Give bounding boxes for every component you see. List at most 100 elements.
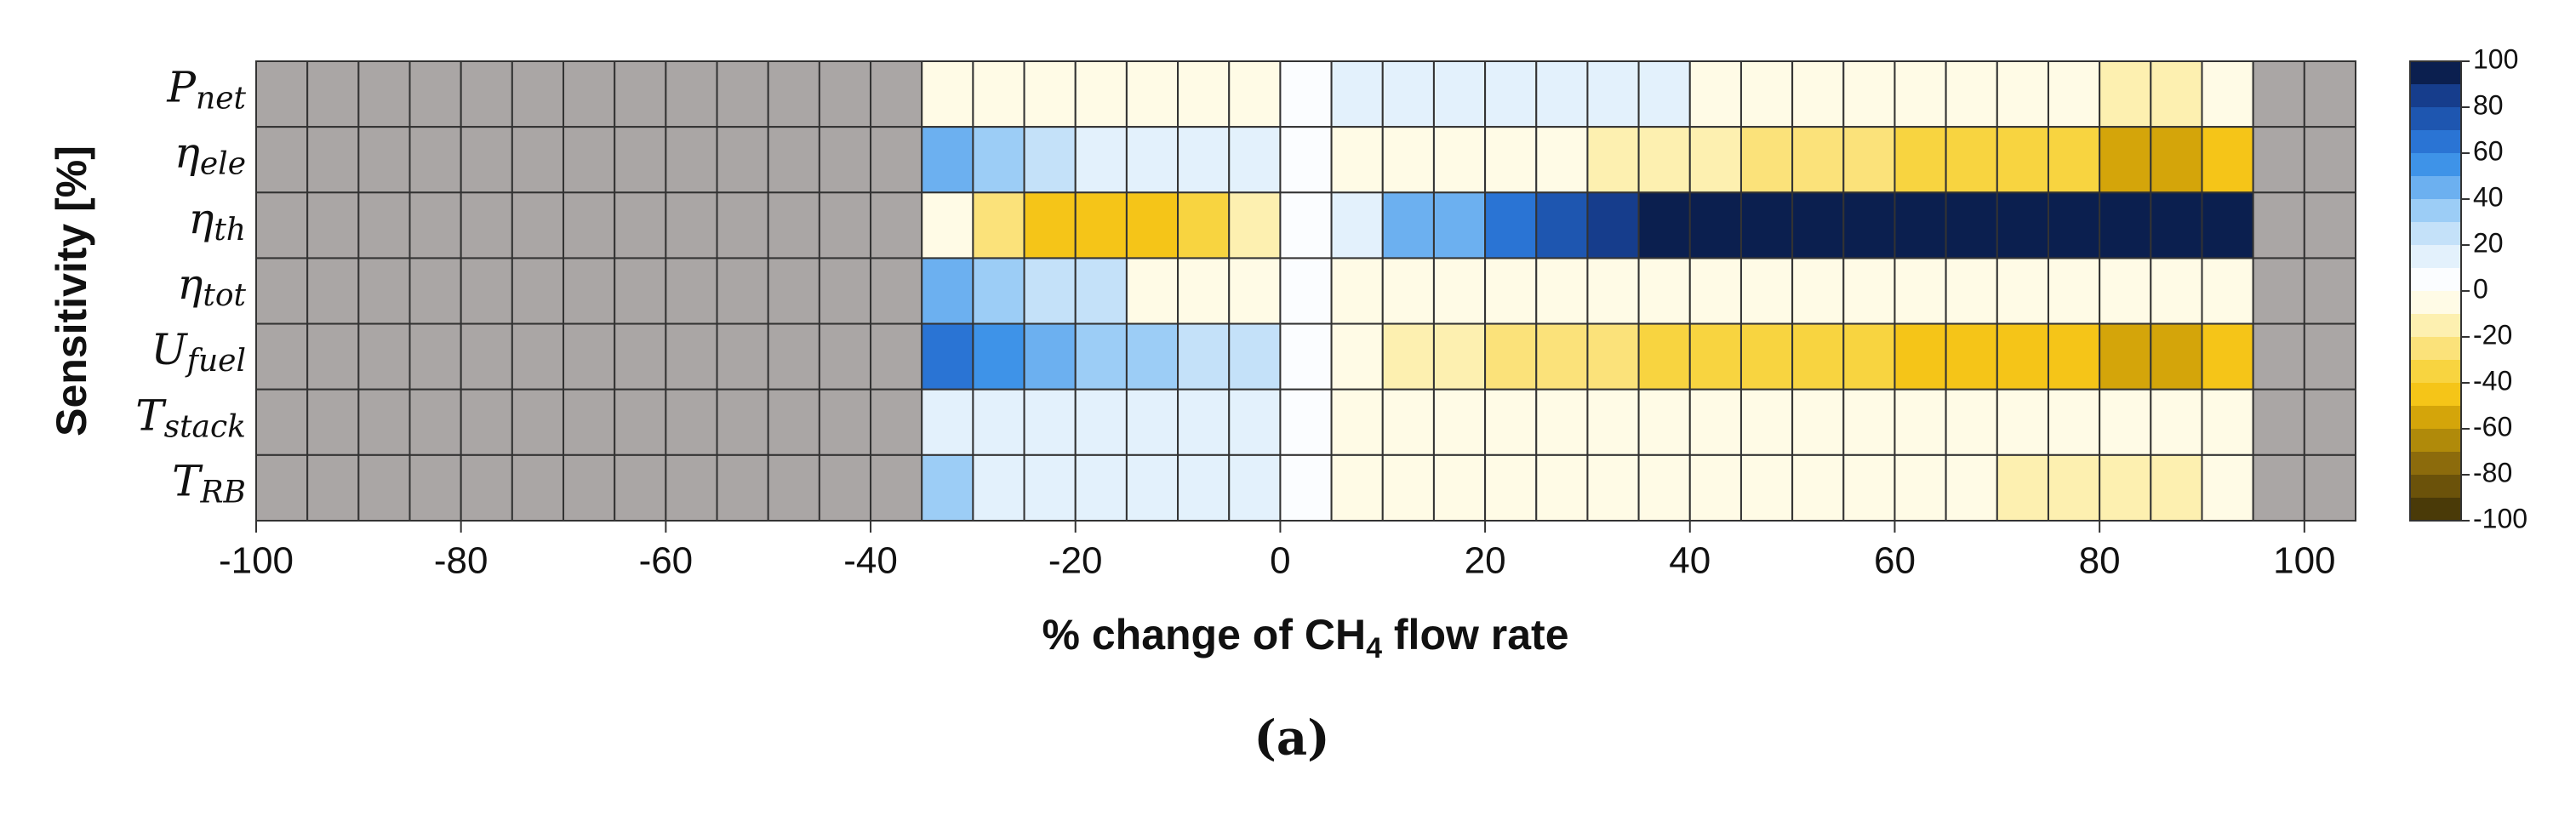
missing-cell	[255, 257, 309, 325]
colorbar-tick-label: 40	[2473, 181, 2504, 212]
row-label: ηele	[174, 128, 246, 182]
missing-cell	[357, 191, 411, 259]
colorbar-tick-label: -60	[2473, 411, 2512, 442]
colorbar-tick-label: -80	[2473, 457, 2512, 487]
missing-cell	[767, 191, 820, 259]
heat-cell	[1893, 60, 1947, 128]
missing-cell	[2303, 322, 2357, 391]
missing-cell	[665, 257, 718, 325]
heat-cell	[1996, 257, 2049, 325]
missing-cell	[255, 453, 309, 522]
heat-cell	[1381, 191, 1435, 259]
colorbar-swatch	[2410, 199, 2461, 222]
x-tick-label: -80	[434, 540, 488, 582]
heat-cell	[1688, 126, 1742, 194]
heat-cell	[1842, 453, 1896, 522]
heat-cell	[1739, 322, 1794, 391]
heat-cell	[1279, 191, 1333, 259]
missing-cell	[614, 322, 667, 391]
heat-cell	[1330, 388, 1384, 456]
heat-cell	[1893, 388, 1947, 456]
heat-cell	[1484, 322, 1538, 391]
heat-cell	[1535, 191, 1589, 259]
x-tick-label: 40	[1669, 540, 1711, 582]
missing-cell	[357, 453, 411, 522]
colorbar-swatch	[2410, 268, 2461, 291]
heat-cell	[1330, 257, 1384, 325]
heat-cell	[1945, 453, 1998, 522]
heat-cell	[1739, 388, 1794, 456]
missing-cell	[870, 60, 923, 128]
missing-cell	[818, 453, 872, 522]
missing-cell	[870, 126, 923, 194]
missing-cell	[511, 126, 565, 194]
missing-cell	[357, 322, 411, 391]
heat-cell	[1381, 60, 1435, 128]
heat-cell	[1688, 388, 1742, 456]
heat-cell	[1637, 322, 1691, 391]
row-label: TRB	[172, 456, 246, 510]
missing-cell	[614, 191, 667, 259]
heat-cell	[1125, 322, 1179, 391]
heat-cell	[1228, 126, 1282, 194]
heat-cell	[1023, 257, 1077, 325]
missing-cell	[767, 60, 820, 128]
heat-cell	[1535, 388, 1589, 456]
heat-cell	[1996, 60, 2049, 128]
missing-cell	[511, 322, 565, 391]
heat-cell	[1177, 322, 1231, 391]
heat-cell	[1996, 453, 2049, 522]
missing-cell	[255, 388, 309, 456]
missing-cell	[2303, 126, 2357, 194]
heat-cell	[1023, 322, 1077, 391]
missing-cell	[2252, 388, 2305, 456]
missing-cell	[614, 126, 667, 194]
heat-cell	[1074, 191, 1128, 259]
row-symbol: P	[166, 63, 197, 112]
heat-cell	[1893, 257, 1947, 325]
colorbar-swatch	[2410, 61, 2461, 84]
x-tick-label: -60	[639, 540, 694, 582]
colorbar-swatch	[2410, 291, 2461, 314]
heat-cell	[2099, 453, 2152, 522]
missing-cell	[2303, 257, 2357, 325]
x-axis-title-subscript: 4	[1366, 632, 1382, 664]
heat-cell	[1688, 257, 1742, 325]
missing-cell	[818, 191, 872, 259]
missing-cell	[665, 322, 718, 391]
heat-cell	[1023, 453, 1077, 522]
heat-cell	[1484, 388, 1538, 456]
missing-cell	[306, 388, 360, 456]
row-label: Pnet	[166, 63, 246, 117]
heat-cell	[1996, 322, 2049, 391]
missing-cell	[255, 322, 309, 391]
colorbar-swatch	[2410, 337, 2461, 360]
missing-cell	[767, 388, 820, 456]
missing-cell	[716, 60, 769, 128]
heat-cell	[1279, 453, 1333, 522]
heat-cell	[1893, 126, 1947, 194]
missing-cell	[357, 257, 411, 325]
heat-cell	[1330, 453, 1384, 522]
heat-cell	[1125, 257, 1179, 325]
heat-cell	[2099, 191, 2152, 259]
heat-cell	[1586, 322, 1640, 391]
row-subscript: ele	[200, 147, 246, 182]
colorbar-swatch	[2410, 360, 2461, 383]
row-label: ηth	[188, 194, 246, 248]
missing-cell	[614, 257, 667, 325]
heat-cell	[1637, 191, 1691, 259]
heat-cell	[2150, 453, 2203, 522]
heat-cell	[1739, 191, 1794, 259]
missing-cell	[2252, 453, 2305, 522]
heat-cell	[1945, 322, 1998, 391]
plot-frame	[255, 60, 2356, 522]
heat-cell	[1023, 388, 1077, 456]
missing-cell	[460, 322, 513, 391]
heat-cell	[2047, 60, 2101, 128]
colorbar-tick-label: 80	[2473, 89, 2504, 120]
heat-cell	[1484, 257, 1538, 325]
missing-cell	[460, 191, 513, 259]
heat-cell	[1381, 322, 1435, 391]
heat-cell	[1945, 191, 1998, 259]
